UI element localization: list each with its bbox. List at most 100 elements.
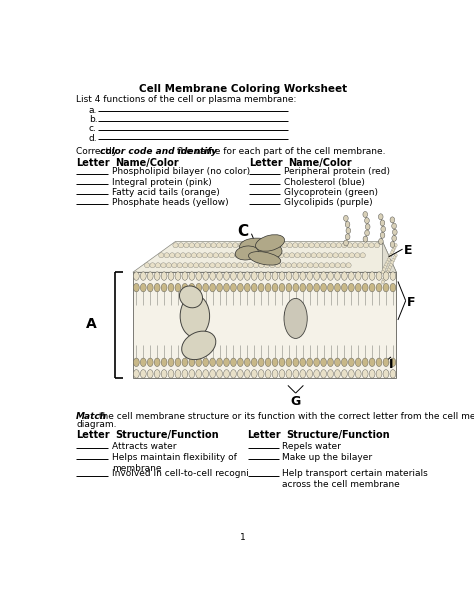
Ellipse shape [199, 263, 204, 268]
Ellipse shape [196, 283, 201, 292]
Ellipse shape [369, 272, 375, 280]
Ellipse shape [264, 263, 270, 268]
Ellipse shape [293, 283, 299, 292]
Ellipse shape [251, 253, 256, 258]
Ellipse shape [237, 370, 243, 378]
Ellipse shape [191, 253, 197, 258]
Circle shape [363, 211, 367, 218]
Ellipse shape [386, 270, 389, 274]
Ellipse shape [356, 283, 361, 292]
Circle shape [346, 227, 351, 234]
Ellipse shape [175, 253, 180, 258]
Circle shape [380, 220, 385, 226]
Ellipse shape [383, 283, 389, 292]
Ellipse shape [385, 263, 388, 267]
Ellipse shape [170, 253, 175, 258]
Text: Glycolipids (purple): Glycolipids (purple) [284, 197, 373, 207]
Ellipse shape [302, 263, 308, 268]
Ellipse shape [258, 283, 264, 292]
Circle shape [344, 215, 348, 221]
Ellipse shape [161, 272, 167, 280]
Ellipse shape [286, 272, 292, 280]
Text: Name/Color: Name/Color [115, 158, 179, 168]
Circle shape [390, 217, 395, 223]
Ellipse shape [238, 243, 244, 248]
Ellipse shape [272, 283, 278, 292]
Ellipse shape [189, 272, 195, 280]
Ellipse shape [383, 272, 389, 280]
Ellipse shape [258, 272, 264, 280]
Ellipse shape [320, 272, 327, 280]
Ellipse shape [287, 243, 292, 248]
Ellipse shape [392, 258, 395, 262]
Ellipse shape [390, 358, 396, 367]
Ellipse shape [257, 253, 262, 258]
Ellipse shape [193, 263, 199, 268]
Ellipse shape [393, 256, 396, 260]
Ellipse shape [133, 370, 139, 378]
Ellipse shape [260, 243, 265, 248]
Ellipse shape [328, 253, 333, 258]
Ellipse shape [155, 263, 161, 268]
Ellipse shape [335, 272, 340, 280]
Ellipse shape [248, 263, 253, 268]
Text: the name for each part of the cell membrane.: the name for each part of the cell membr… [174, 148, 385, 156]
Ellipse shape [308, 263, 313, 268]
Ellipse shape [356, 370, 361, 378]
Ellipse shape [282, 243, 287, 248]
Ellipse shape [230, 358, 237, 367]
Ellipse shape [303, 243, 309, 248]
Ellipse shape [235, 253, 240, 258]
Ellipse shape [195, 243, 200, 248]
Ellipse shape [272, 358, 278, 367]
Ellipse shape [224, 370, 229, 378]
Ellipse shape [376, 358, 382, 367]
Ellipse shape [383, 268, 385, 272]
Ellipse shape [394, 253, 397, 257]
Ellipse shape [204, 263, 210, 268]
Polygon shape [383, 242, 396, 378]
Ellipse shape [272, 272, 278, 280]
Ellipse shape [362, 370, 368, 378]
Ellipse shape [279, 272, 285, 280]
Ellipse shape [376, 370, 382, 378]
Text: Peripheral protein (red): Peripheral protein (red) [284, 167, 390, 177]
Text: Correctly: Correctly [76, 148, 120, 156]
Ellipse shape [217, 370, 222, 378]
Ellipse shape [189, 243, 194, 248]
Ellipse shape [276, 243, 282, 248]
Ellipse shape [293, 272, 299, 280]
Ellipse shape [279, 358, 285, 367]
Text: Involved in cell-to-cell recogni: Involved in cell-to-cell recogni [112, 470, 249, 478]
Text: Repels water: Repels water [283, 441, 341, 451]
Ellipse shape [133, 283, 139, 292]
Ellipse shape [237, 272, 243, 280]
Text: Structure/Function: Structure/Function [286, 430, 390, 440]
Ellipse shape [245, 283, 250, 292]
Ellipse shape [181, 253, 186, 258]
Circle shape [380, 232, 385, 238]
Circle shape [378, 214, 383, 220]
Ellipse shape [300, 370, 306, 378]
Ellipse shape [197, 253, 202, 258]
Ellipse shape [180, 286, 202, 308]
Ellipse shape [226, 263, 231, 268]
Ellipse shape [202, 253, 208, 258]
Ellipse shape [386, 261, 389, 264]
Circle shape [365, 224, 370, 230]
Ellipse shape [355, 253, 360, 258]
Ellipse shape [230, 370, 237, 378]
Text: Attracts water: Attracts water [112, 441, 176, 451]
Ellipse shape [383, 358, 389, 367]
Ellipse shape [284, 253, 289, 258]
Text: F: F [407, 296, 416, 309]
Text: Letter: Letter [76, 430, 110, 440]
Ellipse shape [307, 283, 313, 292]
Ellipse shape [251, 272, 257, 280]
Ellipse shape [286, 263, 292, 268]
Ellipse shape [383, 275, 387, 279]
Circle shape [344, 240, 348, 246]
Ellipse shape [381, 280, 384, 284]
Ellipse shape [314, 243, 319, 248]
Ellipse shape [161, 370, 167, 378]
